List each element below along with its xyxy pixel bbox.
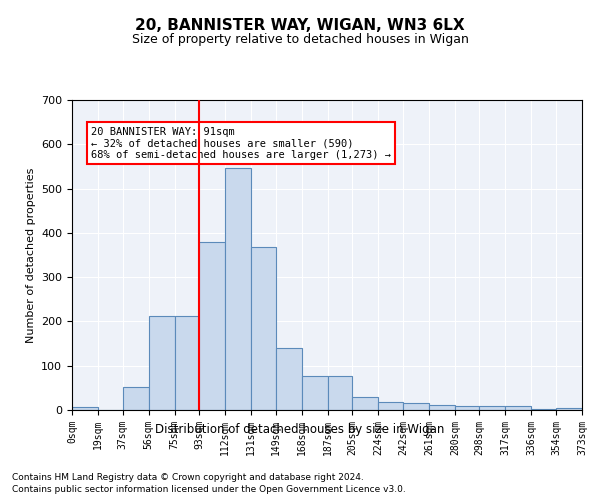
Bar [455, 406, 479, 410]
Text: Contains HM Land Registry data © Crown copyright and database right 2024.: Contains HM Land Registry data © Crown c… [12, 472, 364, 482]
Text: Distribution of detached houses by size in Wigan: Distribution of detached houses by size … [155, 422, 445, 436]
Bar [505, 406, 532, 410]
Bar [251, 246, 276, 410]
Bar [429, 405, 455, 410]
Bar [302, 376, 328, 410]
Bar [175, 316, 199, 410]
Text: Size of property relative to detached houses in Wigan: Size of property relative to detached ho… [131, 32, 469, 46]
Bar [378, 402, 403, 410]
Text: 20 BANNISTER WAY: 91sqm
← 32% of detached houses are smaller (590)
68% of semi-d: 20 BANNISTER WAY: 91sqm ← 32% of detache… [91, 126, 391, 160]
Text: 20, BANNISTER WAY, WIGAN, WN3 6LX: 20, BANNISTER WAY, WIGAN, WN3 6LX [135, 18, 465, 32]
Bar [276, 348, 302, 410]
Bar [403, 404, 429, 410]
Y-axis label: Number of detached properties: Number of detached properties [26, 168, 35, 342]
Bar [199, 242, 225, 410]
Bar [352, 396, 378, 410]
Bar [72, 407, 98, 410]
Bar [479, 406, 505, 410]
Bar [556, 408, 582, 410]
Bar [328, 376, 352, 410]
Bar [122, 387, 149, 410]
Bar [225, 168, 251, 410]
Text: Contains public sector information licensed under the Open Government Licence v3: Contains public sector information licen… [12, 485, 406, 494]
Bar [149, 316, 175, 410]
Bar [532, 409, 556, 410]
